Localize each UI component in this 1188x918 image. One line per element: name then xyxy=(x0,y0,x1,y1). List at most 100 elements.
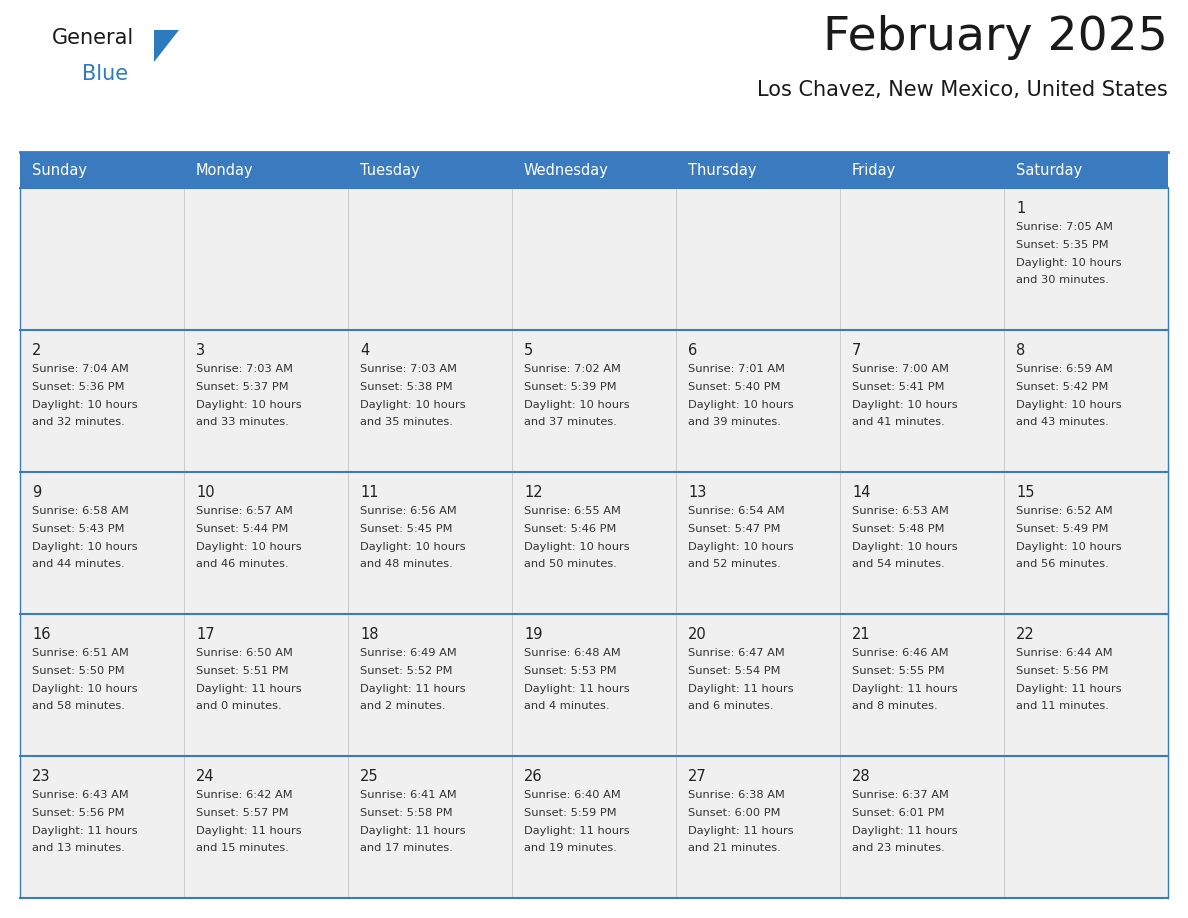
Bar xyxy=(20,614,184,756)
Bar xyxy=(676,152,840,188)
Text: Sunset: 5:41 PM: Sunset: 5:41 PM xyxy=(852,382,944,392)
Text: Sunset: 5:44 PM: Sunset: 5:44 PM xyxy=(196,524,289,534)
Text: 15: 15 xyxy=(1016,485,1035,500)
Text: Daylight: 10 hours: Daylight: 10 hours xyxy=(524,399,630,409)
Text: 8: 8 xyxy=(1016,343,1025,358)
Text: Sunrise: 6:40 AM: Sunrise: 6:40 AM xyxy=(524,790,621,800)
Text: Sunrise: 7:03 AM: Sunrise: 7:03 AM xyxy=(360,364,457,375)
Text: 22: 22 xyxy=(1016,627,1035,642)
Text: Daylight: 11 hours: Daylight: 11 hours xyxy=(852,825,958,835)
Text: Tuesday: Tuesday xyxy=(360,162,419,177)
Text: and 15 minutes.: and 15 minutes. xyxy=(196,843,289,853)
Bar xyxy=(1004,188,1168,330)
Text: 4: 4 xyxy=(360,343,369,358)
Text: Sunset: 5:54 PM: Sunset: 5:54 PM xyxy=(688,666,781,676)
Bar xyxy=(1004,756,1168,898)
Bar xyxy=(184,330,348,472)
Bar xyxy=(676,756,840,898)
Text: Daylight: 10 hours: Daylight: 10 hours xyxy=(688,542,794,552)
Text: and 33 minutes.: and 33 minutes. xyxy=(196,417,289,427)
Bar xyxy=(184,152,348,188)
Text: 7: 7 xyxy=(852,343,861,358)
Text: 18: 18 xyxy=(360,627,379,642)
Text: Daylight: 11 hours: Daylight: 11 hours xyxy=(1016,684,1121,693)
Bar xyxy=(1004,614,1168,756)
Text: Sunset: 5:47 PM: Sunset: 5:47 PM xyxy=(688,524,781,534)
Text: Sunset: 5:36 PM: Sunset: 5:36 PM xyxy=(32,382,125,392)
Text: Friday: Friday xyxy=(852,162,896,177)
Text: Daylight: 10 hours: Daylight: 10 hours xyxy=(196,399,302,409)
Text: 16: 16 xyxy=(32,627,51,642)
Bar xyxy=(676,330,840,472)
Text: Sunset: 5:52 PM: Sunset: 5:52 PM xyxy=(360,666,453,676)
Text: and 43 minutes.: and 43 minutes. xyxy=(1016,417,1108,427)
Text: 1: 1 xyxy=(1016,201,1025,216)
Text: Los Chavez, New Mexico, United States: Los Chavez, New Mexico, United States xyxy=(757,80,1168,100)
Text: and 19 minutes.: and 19 minutes. xyxy=(524,843,617,853)
Bar xyxy=(840,188,1004,330)
Text: Sunrise: 6:56 AM: Sunrise: 6:56 AM xyxy=(360,507,456,517)
Bar xyxy=(348,330,512,472)
Text: Daylight: 10 hours: Daylight: 10 hours xyxy=(32,542,138,552)
Text: and 0 minutes.: and 0 minutes. xyxy=(196,701,282,711)
Text: 19: 19 xyxy=(524,627,543,642)
Text: Sunset: 5:57 PM: Sunset: 5:57 PM xyxy=(196,808,289,818)
Text: and 41 minutes.: and 41 minutes. xyxy=(852,417,944,427)
Bar xyxy=(512,188,676,330)
Text: Sunrise: 6:41 AM: Sunrise: 6:41 AM xyxy=(360,790,456,800)
Text: Daylight: 10 hours: Daylight: 10 hours xyxy=(524,542,630,552)
Text: Sunset: 5:39 PM: Sunset: 5:39 PM xyxy=(524,382,617,392)
Text: Sunset: 5:43 PM: Sunset: 5:43 PM xyxy=(32,524,125,534)
Text: Daylight: 11 hours: Daylight: 11 hours xyxy=(196,825,302,835)
Text: 5: 5 xyxy=(524,343,533,358)
Bar xyxy=(20,756,184,898)
Text: Sunset: 5:45 PM: Sunset: 5:45 PM xyxy=(360,524,453,534)
Bar xyxy=(676,188,840,330)
Text: Sunrise: 6:53 AM: Sunrise: 6:53 AM xyxy=(852,507,949,517)
Text: and 54 minutes.: and 54 minutes. xyxy=(852,559,944,569)
Text: Daylight: 11 hours: Daylight: 11 hours xyxy=(688,684,794,693)
Text: Wednesday: Wednesday xyxy=(524,162,609,177)
Text: Sunset: 5:58 PM: Sunset: 5:58 PM xyxy=(360,808,453,818)
Bar xyxy=(840,472,1004,614)
Text: Sunrise: 6:49 AM: Sunrise: 6:49 AM xyxy=(360,648,456,658)
Text: Sunrise: 7:03 AM: Sunrise: 7:03 AM xyxy=(196,364,293,375)
Text: 23: 23 xyxy=(32,769,51,784)
Bar xyxy=(20,330,184,472)
Text: Sunrise: 6:55 AM: Sunrise: 6:55 AM xyxy=(524,507,621,517)
Text: and 2 minutes.: and 2 minutes. xyxy=(360,701,446,711)
Text: Sunrise: 6:58 AM: Sunrise: 6:58 AM xyxy=(32,507,128,517)
Text: February 2025: February 2025 xyxy=(823,15,1168,60)
Text: and 39 minutes.: and 39 minutes. xyxy=(688,417,781,427)
Text: Daylight: 11 hours: Daylight: 11 hours xyxy=(524,684,630,693)
Text: Sunset: 5:56 PM: Sunset: 5:56 PM xyxy=(1016,666,1108,676)
Bar xyxy=(512,614,676,756)
Text: and 23 minutes.: and 23 minutes. xyxy=(852,843,944,853)
Text: 21: 21 xyxy=(852,627,871,642)
Text: 3: 3 xyxy=(196,343,206,358)
Text: Daylight: 10 hours: Daylight: 10 hours xyxy=(688,399,794,409)
Text: Sunrise: 6:43 AM: Sunrise: 6:43 AM xyxy=(32,790,128,800)
Bar xyxy=(512,472,676,614)
Text: Daylight: 10 hours: Daylight: 10 hours xyxy=(1016,258,1121,267)
Text: Sunset: 5:49 PM: Sunset: 5:49 PM xyxy=(1016,524,1108,534)
Bar xyxy=(840,614,1004,756)
Bar xyxy=(348,152,512,188)
Text: Saturday: Saturday xyxy=(1016,162,1082,177)
Bar xyxy=(184,188,348,330)
Text: 9: 9 xyxy=(32,485,42,500)
Text: General: General xyxy=(52,28,134,48)
Text: Monday: Monday xyxy=(196,162,253,177)
Text: Daylight: 10 hours: Daylight: 10 hours xyxy=(360,542,466,552)
Text: Daylight: 10 hours: Daylight: 10 hours xyxy=(852,399,958,409)
Text: Daylight: 10 hours: Daylight: 10 hours xyxy=(360,399,466,409)
Text: Sunset: 5:48 PM: Sunset: 5:48 PM xyxy=(852,524,944,534)
Bar xyxy=(184,756,348,898)
Text: 11: 11 xyxy=(360,485,379,500)
Text: and 30 minutes.: and 30 minutes. xyxy=(1016,275,1108,285)
Text: Sunset: 5:42 PM: Sunset: 5:42 PM xyxy=(1016,382,1108,392)
Text: Daylight: 11 hours: Daylight: 11 hours xyxy=(196,684,302,693)
Text: and 56 minutes.: and 56 minutes. xyxy=(1016,559,1108,569)
Bar xyxy=(348,188,512,330)
Text: Sunrise: 7:02 AM: Sunrise: 7:02 AM xyxy=(524,364,621,375)
